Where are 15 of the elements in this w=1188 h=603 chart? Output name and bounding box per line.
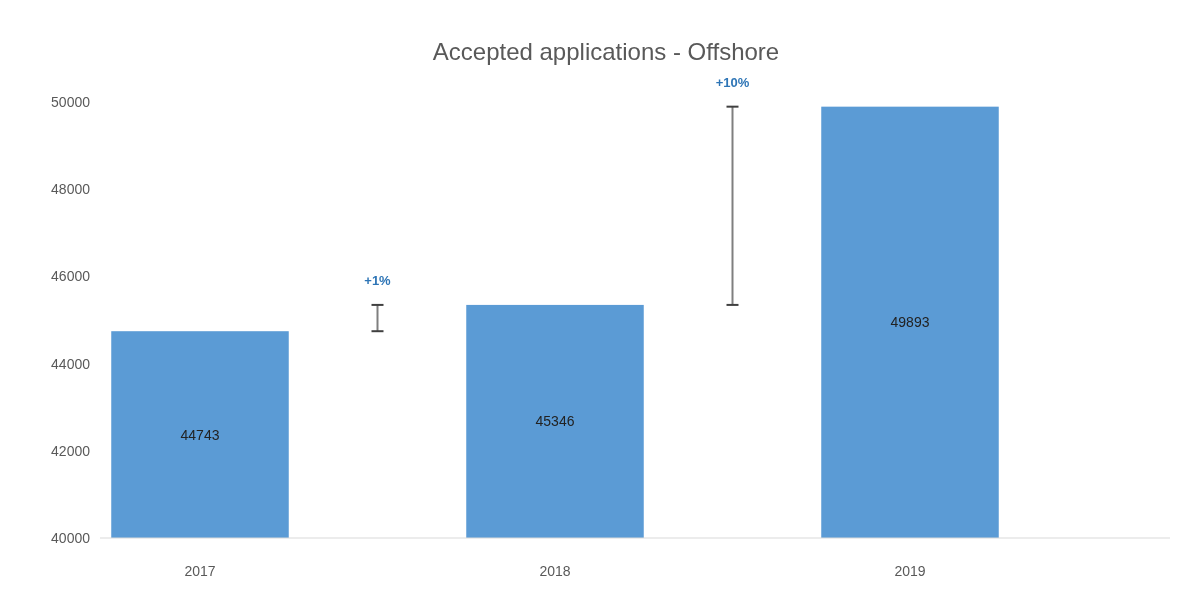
y-tick-label: 40000 (51, 530, 91, 546)
x-tick-label: 2019 (894, 563, 926, 579)
data-label: 44743 (180, 426, 220, 443)
text: +10% (715, 74, 750, 90)
y-tick-label: 50000 (51, 94, 91, 110)
y-tick-label: 42000 (51, 442, 91, 459)
y-tick-label: 44000 (51, 355, 91, 372)
y-tick-label: 46000 (51, 268, 91, 285)
data-label: 45346 (535, 413, 575, 430)
x-tick-label: 2017 (184, 563, 216, 579)
chart-title: Accepted applications - Offshore (432, 38, 780, 65)
x-tick-label: 2018 (539, 563, 571, 579)
data-label: 49893 (890, 314, 930, 331)
annotation: +1% (364, 272, 392, 288)
y-tick-label: 48000 (51, 181, 91, 198)
